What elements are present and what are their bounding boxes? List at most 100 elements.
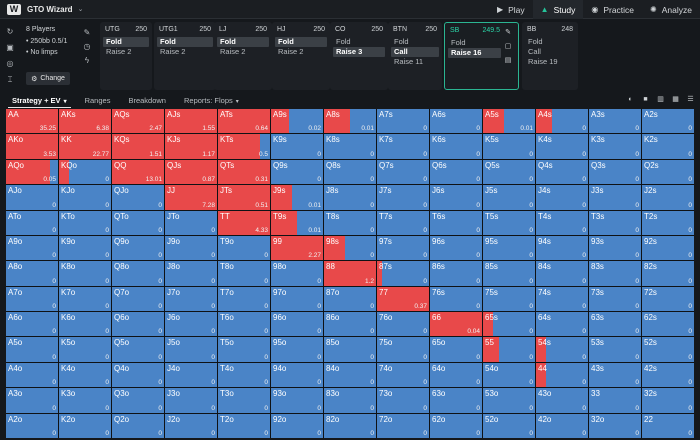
hand-cell[interactable]: 44 0 — [536, 362, 588, 388]
hand-cell[interactable]: T7s 0 — [377, 210, 429, 235]
hand-cell[interactable]: J2s 0 — [642, 185, 694, 210]
action-raise-2[interactable]: Raise 2 — [278, 47, 304, 56]
hand-cell[interactable]: 73o 0 — [377, 388, 429, 413]
hand-cell[interactable]: J4o 0 — [165, 362, 217, 388]
hand-cell[interactable]: 93o 0 — [271, 388, 323, 413]
hand-cell[interactable]: A7s 0 — [377, 109, 429, 134]
square-view-icon[interactable]: ■ — [643, 96, 648, 103]
hand-cell[interactable]: JTs 0.51 — [218, 185, 270, 210]
nav-practice[interactable]: ◉ Practice — [583, 0, 642, 19]
hand-cell[interactable]: K4s 0 — [536, 134, 588, 159]
hand-cell[interactable]: T5o 0 — [218, 337, 270, 362]
hand-cell[interactable]: QTs 0.31 — [218, 159, 270, 185]
hand-cell[interactable]: 52s 0 — [642, 337, 694, 362]
hand-cell[interactable]: K5o 0 — [59, 337, 111, 362]
hand-cell[interactable]: J6s 0 — [430, 185, 482, 210]
hand-cell[interactable]: 84s 0 — [536, 261, 588, 286]
pencil-icon[interactable]: ✎ — [83, 28, 91, 37]
hand-cell[interactable]: Q9s 0 — [271, 159, 323, 185]
hand-cell[interactable]: 22 0 — [642, 413, 694, 438]
hand-cell[interactable]: T8o 0 — [218, 261, 270, 286]
hand-cell[interactable]: Q2o 0 — [112, 413, 164, 438]
hand-cell[interactable]: T3o 0 — [218, 388, 270, 413]
action-fold[interactable]: Fold — [451, 38, 466, 47]
hand-cell[interactable]: Q4o 0 — [112, 362, 164, 388]
hand-cell[interactable]: 33 0 — [589, 388, 641, 413]
position-sb[interactable]: SB 249.5 Fold Raise 16 ✎ ▢ ▤ — [444, 22, 519, 90]
position-btn[interactable]: BTN 250 Fold Call Raise 11 — [388, 22, 442, 90]
hand-cell[interactable]: J5o 0 — [165, 337, 217, 362]
hand-cell[interactable]: T6s 0 — [430, 210, 482, 235]
action-raise-11[interactable]: Raise 11 — [394, 57, 424, 66]
clock-icon[interactable]: ◷ — [83, 42, 91, 51]
hand-cell[interactable]: 83s 0 — [589, 261, 641, 286]
hand-cell[interactable]: 42o 0 — [536, 413, 588, 438]
hand-cell[interactable]: 73s 0 — [589, 286, 641, 312]
hand-cell[interactable]: 64s 0 — [536, 312, 588, 337]
hand-cell[interactable]: 72o 0 — [377, 413, 429, 438]
hand-cell[interactable]: J3s 0 — [589, 185, 641, 210]
action-raise-3[interactable]: Raise 3 — [333, 47, 385, 57]
tab-breakdown[interactable]: Breakdown — [124, 94, 170, 107]
hand-cell[interactable]: 82o 0 — [324, 413, 376, 438]
hand-cell[interactable]: 94o 0 — [271, 362, 323, 388]
hand-cell[interactable]: 96s 0 — [430, 235, 482, 261]
save-icon[interactable]: ▣ — [6, 43, 14, 52]
hand-cell[interactable]: Q9o 0 — [112, 235, 164, 261]
hand-cell[interactable]: KJo 0 — [59, 185, 111, 210]
position-lj[interactable]: LJ 250 Fold Raise 2 — [214, 22, 272, 90]
hand-cell[interactable]: K8s 0 — [324, 134, 376, 159]
hand-cell[interactable]: QTo 0 — [112, 210, 164, 235]
hand-cell[interactable]: 87s 0 — [377, 261, 429, 286]
hand-cell[interactable]: 74o 0 — [377, 362, 429, 388]
hand-cell[interactable]: KQo 0 — [59, 159, 111, 185]
hand-cell[interactable]: Q7o 0 — [112, 286, 164, 312]
hand-cell[interactable]: 63s 0 — [589, 312, 641, 337]
tree-icon[interactable]: ⌶ — [7, 75, 13, 84]
hand-cell[interactable]: KQs 1.51 — [112, 134, 164, 159]
hand-cell[interactable]: 95s 0 — [483, 235, 535, 261]
nav-study[interactable]: ▲ Study — [532, 0, 584, 19]
hand-cell[interactable]: K2o 0 — [59, 413, 111, 438]
hand-cell[interactable]: 93s 0 — [589, 235, 641, 261]
hand-cell[interactable]: JJ 7.28 — [165, 185, 217, 210]
hand-cell[interactable]: 94s 0 — [536, 235, 588, 261]
hand-cell[interactable]: T5s 0 — [483, 210, 535, 235]
hand-cell[interactable]: AQs 2.47 — [112, 109, 164, 134]
hand-cell[interactable]: Q7s 0 — [377, 159, 429, 185]
hand-cell[interactable]: J9o 0 — [165, 235, 217, 261]
action-raise-2[interactable]: Raise 2 — [160, 47, 186, 56]
chevron-down-icon[interactable]: ⌄ — [77, 6, 84, 13]
hand-cell[interactable]: T2s 0 — [642, 210, 694, 235]
hand-cell[interactable]: A3s 0 — [589, 109, 641, 134]
hand-cell[interactable]: 55 0 — [483, 337, 535, 362]
hand-cell[interactable]: ATs 0.64 — [218, 109, 270, 134]
hand-cell[interactable]: 83o 0 — [324, 388, 376, 413]
hand-cell[interactable]: T7o 0 — [218, 286, 270, 312]
hand-cell[interactable]: J3o 0 — [165, 388, 217, 413]
action-fold[interactable]: Fold — [157, 37, 213, 47]
hand-cell[interactable]: 53o 0 — [483, 388, 535, 413]
hand-cell[interactable]: K5s 0 — [483, 134, 535, 159]
book-icon[interactable]: ▤ — [504, 57, 512, 64]
hand-cell[interactable]: AKs 6.38 — [59, 109, 111, 134]
hand-cell[interactable]: J8s 0 — [324, 185, 376, 210]
hand-cell[interactable]: K7s 0 — [377, 134, 429, 159]
hand-cell[interactable]: A5o 0 — [6, 337, 58, 362]
hand-cell[interactable]: J9s 0.01 — [271, 185, 323, 210]
hand-cell[interactable]: 85o 0 — [324, 337, 376, 362]
hand-cell[interactable]: Q6s 0 — [430, 159, 482, 185]
hand-cell[interactable]: JTo 0 — [165, 210, 217, 235]
hand-cell[interactable]: 54s 0 — [536, 337, 588, 362]
hand-cell[interactable]: Q5s 0 — [483, 159, 535, 185]
hand-cell[interactable]: A3o 0 — [6, 388, 58, 413]
hand-cell[interactable]: K9s 0 — [271, 134, 323, 159]
brand-name[interactable]: GTO Wizard — [27, 4, 73, 14]
hand-cell[interactable]: Q3s 0 — [589, 159, 641, 185]
hand-cell[interactable]: A6s 0 — [430, 109, 482, 134]
hand-cell[interactable]: 32o 0 — [589, 413, 641, 438]
hand-cell[interactable]: K6o 0 — [59, 312, 111, 337]
hand-cell[interactable]: 77 0.37 — [377, 286, 429, 312]
hand-cell[interactable]: Q2s 0 — [642, 159, 694, 185]
pencil-icon[interactable]: ✎ — [505, 29, 511, 36]
